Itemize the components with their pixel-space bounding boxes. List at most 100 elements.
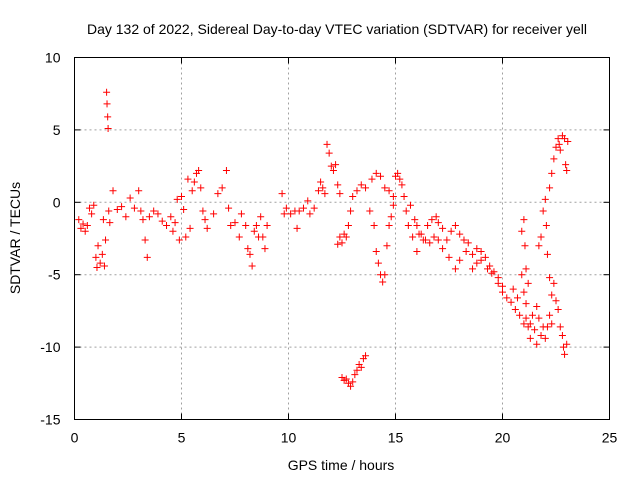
data-point	[537, 233, 545, 241]
data-point	[556, 323, 564, 331]
data-point	[558, 332, 566, 340]
data-point	[370, 221, 378, 229]
data-point	[242, 221, 250, 229]
data-point	[319, 184, 327, 192]
data-point	[546, 274, 554, 282]
data-point	[103, 88, 111, 96]
data-point	[368, 175, 376, 183]
data-point	[353, 366, 361, 374]
data-point	[357, 363, 365, 371]
data-point	[105, 207, 113, 215]
data-point	[550, 279, 558, 287]
y-tick-label: 10	[45, 50, 61, 66]
y-tick-label: -15	[40, 412, 60, 428]
x-axis-label: GPS time / hours	[288, 457, 395, 473]
data-point	[428, 216, 436, 224]
data-point	[389, 201, 397, 209]
data-point	[317, 178, 325, 186]
x-tick-label: 0	[71, 430, 79, 446]
data-point	[145, 213, 153, 221]
data-point	[357, 181, 365, 189]
data-point	[143, 253, 151, 261]
data-point	[477, 248, 485, 256]
data-point	[542, 221, 550, 229]
data-point	[434, 219, 442, 227]
data-point	[201, 216, 209, 224]
data-point	[377, 172, 385, 180]
data-point	[404, 221, 412, 229]
data-point	[150, 207, 158, 215]
y-tick-label: -5	[48, 267, 61, 283]
x-tick-label: 15	[388, 430, 404, 446]
data-point	[543, 323, 551, 331]
data-point	[539, 207, 547, 215]
data-point	[541, 334, 549, 342]
data-point	[351, 371, 359, 379]
data-point	[104, 113, 112, 121]
data-point	[257, 213, 265, 221]
data-point	[92, 253, 100, 261]
data-point	[385, 187, 393, 195]
data-point	[548, 169, 556, 177]
data-point	[426, 239, 434, 247]
data-point	[522, 265, 530, 273]
data-point	[118, 203, 126, 211]
data-point	[451, 265, 459, 273]
data-point	[109, 187, 117, 195]
data-point	[520, 216, 528, 224]
data-point	[299, 204, 307, 212]
data-point	[336, 233, 344, 241]
data-point	[188, 187, 196, 195]
data-point	[141, 236, 149, 244]
data-point	[362, 352, 370, 360]
data-point	[280, 210, 288, 218]
data-point	[353, 187, 361, 195]
data-point	[199, 207, 207, 215]
data-point	[235, 233, 243, 241]
data-point	[548, 320, 556, 328]
data-point	[546, 311, 554, 319]
data-point	[106, 219, 114, 227]
data-point	[321, 190, 329, 198]
data-point	[469, 265, 477, 273]
data-point	[460, 236, 468, 244]
data-point	[552, 297, 560, 305]
data-point	[306, 210, 314, 218]
data-point	[398, 181, 406, 189]
data-point	[535, 242, 543, 250]
data-point	[555, 140, 563, 148]
data-point	[295, 207, 303, 215]
data-point	[411, 216, 419, 224]
y-tick-label: 5	[53, 122, 61, 138]
data-point	[349, 378, 357, 386]
data-point	[543, 250, 551, 258]
data-point	[158, 217, 166, 225]
data-point	[122, 213, 130, 221]
data-point	[389, 193, 397, 201]
data-point	[93, 263, 101, 271]
data-point	[469, 250, 477, 258]
data-point	[310, 204, 318, 212]
data-point	[347, 207, 355, 215]
data-point	[338, 239, 346, 247]
data-point	[430, 233, 438, 241]
data-point	[85, 204, 93, 212]
data-point	[263, 221, 271, 229]
data-point	[180, 206, 188, 214]
data-point	[100, 262, 108, 270]
x-tick-label: 20	[495, 430, 511, 446]
data-point	[563, 340, 571, 348]
data-point	[511, 305, 519, 313]
data-point	[396, 175, 404, 183]
data-point	[383, 242, 391, 250]
data-point	[81, 227, 89, 235]
data-point	[516, 311, 524, 319]
data-point	[524, 279, 532, 287]
data-point	[137, 207, 145, 215]
data-point	[564, 137, 572, 145]
data-point	[456, 256, 464, 264]
data-point	[499, 288, 506, 296]
grid	[74, 57, 610, 420]
data-point	[400, 193, 408, 201]
data-point	[342, 233, 350, 241]
